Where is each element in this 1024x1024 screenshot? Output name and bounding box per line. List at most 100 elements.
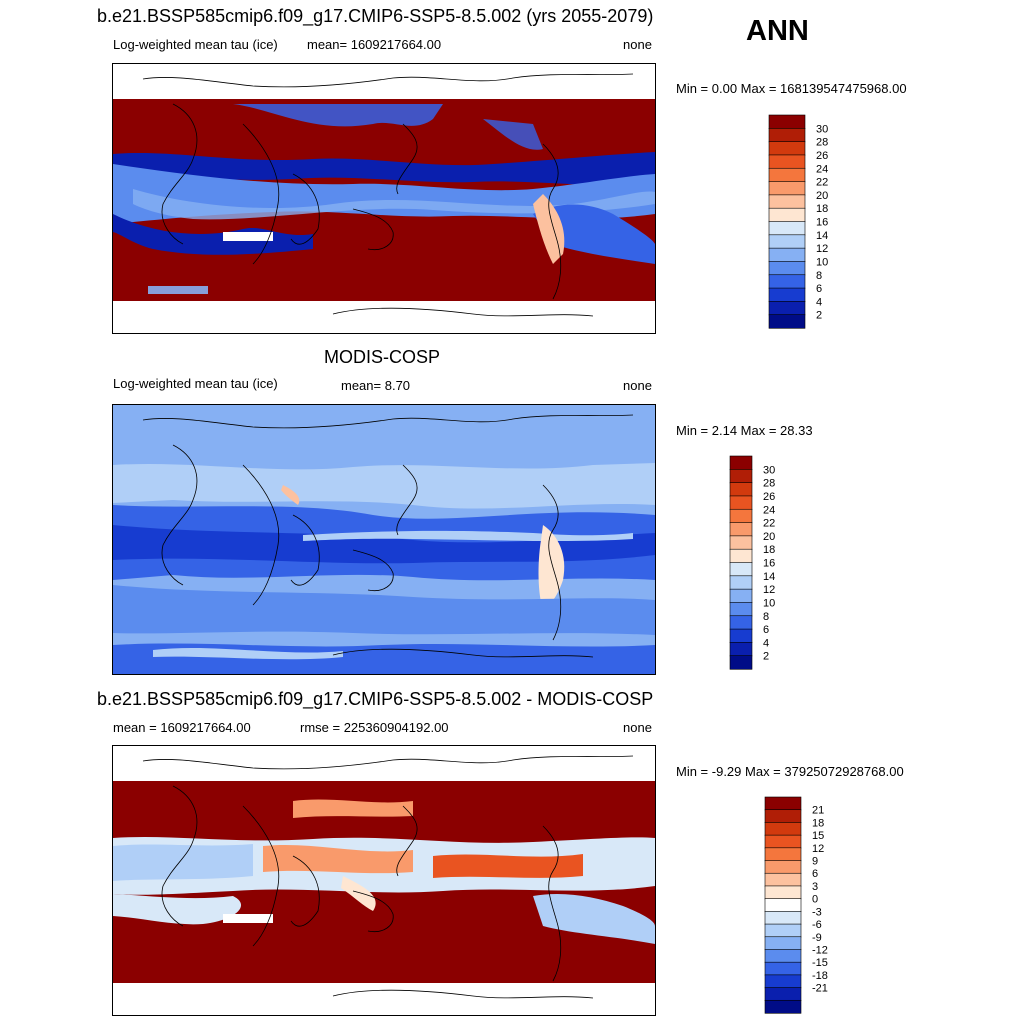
colorbar-swatch: [729, 655, 753, 670]
colorbar-tick-label: 16: [763, 558, 775, 570]
colorbar-swatch: [764, 999, 802, 1014]
colorbar-tick-label: 8: [763, 611, 769, 623]
colorbar-tick-label: 22: [816, 177, 828, 189]
colorbar-tick-label: 26: [763, 491, 775, 503]
panel1-units: none: [623, 37, 652, 52]
colorbar-tick-label: 18: [816, 203, 828, 215]
colorbar-swatch: [768, 194, 806, 209]
colorbar-tick-label: -12: [812, 944, 828, 956]
panel3-colorbar: 21 18 15 12 9 6 3 0 -3 -6 -9 -12 -15 -18 -21: [764, 796, 835, 1020]
colorbar-tick-label: 24: [763, 504, 775, 516]
colorbar-tick-label: 6: [763, 624, 769, 636]
colorbar-swatch: [729, 602, 753, 617]
colorbar-tick-label: 16: [816, 217, 828, 229]
colorbar-tick-label: 12: [763, 584, 775, 596]
colorbar-tick-label: 9: [812, 856, 818, 868]
colorbar-swatch: [768, 274, 806, 289]
colorbar-tick-label: 14: [763, 571, 775, 583]
colorbar-tick-label: -3: [812, 906, 822, 918]
colorbar-swatch: [729, 588, 753, 604]
panel2-minmax: Min = 2.14 Max = 28.33: [676, 423, 813, 438]
colorbar-tick-label: 28: [763, 478, 775, 490]
colorbar-tick-label: 2: [763, 651, 769, 663]
colorbar-tick-label: 21: [812, 805, 824, 817]
colorbar-tick-label: 26: [816, 150, 828, 162]
colorbar-tick-label: 6: [816, 283, 822, 295]
colorbar-swatch: [729, 495, 753, 510]
panel2-left-label: Log-weighted mean tau (ice): [113, 376, 278, 391]
panel3-left-label: mean = 1609217664.00: [113, 720, 251, 735]
colorbar-swatch: [768, 234, 806, 249]
colorbar-swatch: [764, 860, 802, 874]
panel2-mean-label: mean= 8.70: [341, 378, 411, 393]
colorbar-swatch: [729, 455, 753, 470]
colorbar-swatch: [729, 615, 753, 630]
colorbar-swatch: [729, 535, 753, 550]
colorbar-swatch: [768, 287, 806, 302]
colorbar-swatch: [764, 834, 802, 849]
colorbar-tick-label: 18: [763, 544, 775, 556]
colorbar-swatch: [768, 141, 806, 156]
panel2-colorbar: 30 28 26 24 22 20 18 16 14 12 10 8 6 4 2: [729, 455, 800, 676]
colorbar-swatch: [764, 822, 802, 836]
colorbar-tick-label: 22: [763, 518, 775, 530]
panel2-units: none: [623, 378, 652, 393]
colorbar-swatch: [768, 261, 806, 276]
panel1-colorbar: 30 28 26 24 22 20 18 16 14 12 10 8 6 4 2: [768, 114, 839, 335]
colorbar-swatch: [764, 949, 802, 963]
panel3-mean-label: rmse = 225360904192.00: [300, 720, 449, 735]
colorbar-swatch: [768, 154, 806, 169]
colorbar-swatch: [764, 961, 802, 976]
colorbar-swatch: [764, 898, 802, 912]
colorbar-swatch: [729, 522, 753, 537]
colorbar-tick-label: -21: [812, 983, 828, 995]
panel2-title: MODIS-COSP: [324, 347, 441, 367]
colorbar-tick-label: 12: [816, 243, 828, 255]
colorbar-tick-label: 15: [812, 830, 824, 842]
colorbar-tick-label: -18: [812, 970, 828, 982]
colorbar-tick-label: -6: [812, 919, 822, 931]
colorbar-swatch: [764, 847, 802, 862]
colorbar-tick-label: 4: [816, 296, 822, 308]
colorbar-swatch: [764, 974, 802, 989]
colorbar-tick-label: 0: [812, 894, 818, 906]
colorbar-swatch: [729, 482, 753, 497]
colorbar-swatch: [729, 575, 753, 590]
season-label: ANN: [746, 15, 809, 47]
colorbar-swatch: [729, 628, 753, 643]
panel2-map: [112, 404, 656, 675]
colorbar-swatch: [768, 167, 806, 183]
panel1-map: [112, 63, 656, 334]
colorbar-tick-label: -9: [812, 932, 822, 944]
colorbar-swatch: [729, 642, 753, 657]
colorbar-swatch: [768, 114, 806, 129]
colorbar-tick-label: 10: [816, 256, 828, 268]
panel3-title: b.e21.BSSP585cmip6.f09_g17.CMIP6-SSP5-8.…: [97, 689, 654, 709]
colorbar-tick-label: 14: [816, 230, 828, 242]
colorbar-swatch: [768, 221, 806, 236]
colorbar-tick-label: 8: [816, 270, 822, 282]
colorbar-swatch: [764, 796, 802, 811]
colorbar-tick-label: 12: [812, 843, 824, 855]
colorbar-swatch: [764, 987, 802, 1001]
panel1-minmax: Min = 0.00 Max = 168139547475968.00: [676, 81, 907, 96]
colorbar-swatch: [768, 207, 806, 223]
colorbar-swatch: [768, 301, 806, 316]
colorbar-tick-label: 2: [816, 310, 822, 322]
panel3-minmax: Min = -9.29 Max = 37925072928768.00: [676, 764, 904, 779]
panel3-units: none: [623, 720, 652, 735]
colorbar-swatch: [764, 911, 802, 925]
colorbar-tick-label: 24: [816, 163, 828, 175]
colorbar-tick-label: -15: [812, 957, 828, 969]
colorbar-swatch: [729, 548, 753, 564]
colorbar-swatch: [764, 809, 802, 824]
colorbar-tick-label: 20: [763, 531, 775, 543]
colorbar-tick-label: 30: [816, 123, 828, 135]
colorbar-swatch: [764, 923, 802, 938]
colorbar-tick-label: 28: [816, 137, 828, 149]
colorbar-tick-label: 30: [763, 464, 775, 476]
colorbar-swatch: [729, 508, 753, 524]
colorbar-swatch: [764, 872, 802, 887]
colorbar-swatch: [768, 181, 806, 196]
colorbar-swatch: [768, 247, 806, 263]
